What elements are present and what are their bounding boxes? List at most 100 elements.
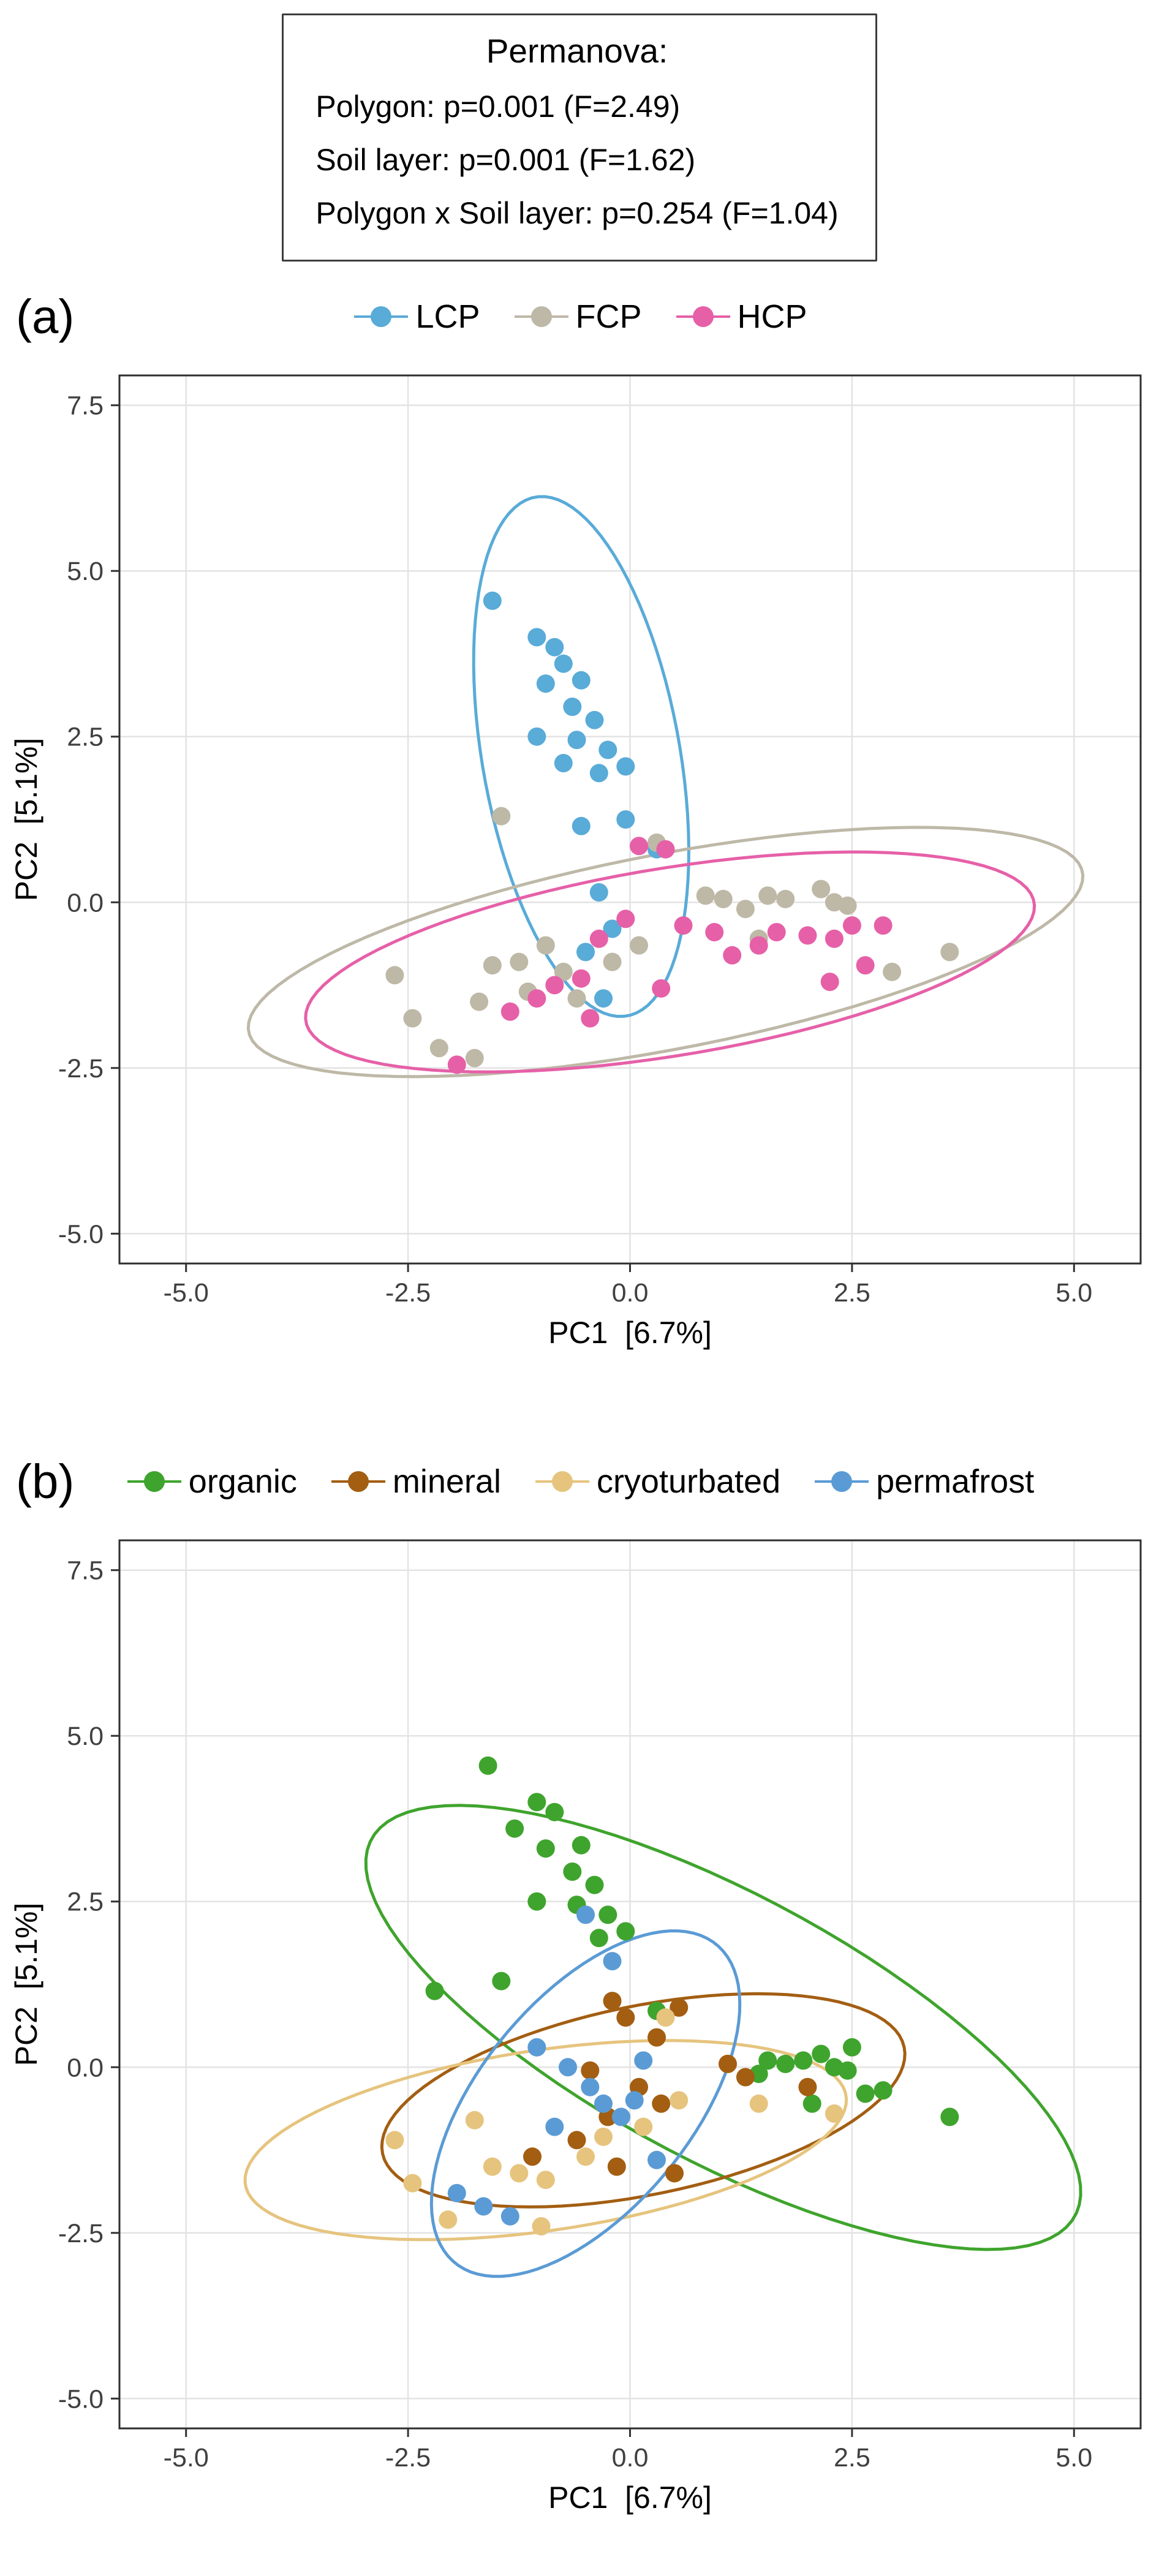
data-point-permafrost xyxy=(545,2117,564,2136)
legend-item-lcp: LCP xyxy=(352,298,480,336)
data-point-lcp xyxy=(589,764,608,783)
data-point-fcp xyxy=(510,952,529,971)
data-point-fcp xyxy=(603,952,622,971)
legend-item-permafrost: permafrost xyxy=(812,1463,1034,1501)
data-point-mineral xyxy=(616,2008,635,2027)
y-tick-label: 2.5 xyxy=(67,723,104,752)
y-tick-label: 0.0 xyxy=(67,2053,104,2082)
data-point-organic xyxy=(425,1981,444,2000)
legend-label-permafrost: permafrost xyxy=(876,1463,1035,1500)
data-point-hcp xyxy=(674,916,693,935)
y-tick-label: -5.0 xyxy=(58,2384,104,2414)
data-point-organic xyxy=(585,1875,604,1894)
data-point-permafrost xyxy=(527,2038,546,2057)
data-point-organic xyxy=(527,1793,546,1812)
data-point-organic xyxy=(758,2051,777,2070)
y-tick-label: -2.5 xyxy=(58,1054,104,1083)
data-point-fcp xyxy=(536,936,555,955)
data-point-cryoturbated xyxy=(403,2174,422,2193)
data-point-organic xyxy=(802,2094,821,2113)
confidence-ellipse-mineral xyxy=(380,1992,907,2209)
data-point-cryoturbated xyxy=(825,2104,844,2123)
data-point-lcp xyxy=(527,727,546,746)
data-point-mineral xyxy=(581,2061,600,2080)
data-point-hcp xyxy=(825,929,844,948)
data-point-hcp xyxy=(842,916,861,935)
data-point-lcp xyxy=(572,816,591,835)
data-point-hcp xyxy=(874,916,893,935)
data-point-hcp xyxy=(767,923,786,941)
data-point-permafrost xyxy=(581,2077,600,2096)
data-point-permafrost xyxy=(625,2091,644,2110)
data-point-organic xyxy=(505,1819,524,1838)
data-point-cryoturbated xyxy=(532,2217,551,2235)
data-point-lcp xyxy=(603,919,622,938)
data-point-organic xyxy=(812,2044,831,2063)
data-point-lcp xyxy=(616,757,635,776)
data-point-fcp xyxy=(483,956,502,975)
data-point-hcp xyxy=(798,926,817,945)
data-point-organic xyxy=(616,1922,635,1941)
permanova-line-interaction: Polygon x Soil layer: p=0.254 (F=1.04) xyxy=(315,196,839,230)
data-point-hcp xyxy=(723,946,742,965)
x-tick-label: 2.5 xyxy=(834,2443,870,2472)
panel-a-section: (a) LCP FCP HCP -5.0 -2.5 0.0 2.5 5.0 -5.0 -2.5 0… xyxy=(0,282,1159,1355)
confidence-ellipse-organic xyxy=(364,1804,1082,2251)
data-point-fcp xyxy=(630,936,648,955)
panel-a-label: (a) xyxy=(16,289,75,344)
data-point-mineral xyxy=(603,1992,622,2011)
panel-a-header: (a) LCP FCP HCP xyxy=(0,282,1159,351)
legend-key-icon-cryoturbated xyxy=(535,1471,589,1492)
panel-b-header: (b) organic mineral cryoturbated permafrost xyxy=(0,1447,1159,1516)
data-point-permafrost xyxy=(559,2058,577,2077)
data-point-hcp xyxy=(705,923,724,941)
data-point-permafrost xyxy=(576,1905,595,1924)
panel-a-legend: LCP FCP HCP xyxy=(352,298,807,336)
data-point-fcp xyxy=(470,992,489,1011)
y-tick-label: 5.0 xyxy=(67,557,104,586)
data-point-organic xyxy=(478,1756,497,1775)
data-point-permafrost xyxy=(634,2051,653,2070)
data-point-fcp xyxy=(385,966,404,985)
data-point-organic xyxy=(492,1972,511,1990)
legend-item-mineral: mineral xyxy=(329,1463,501,1501)
data-point-cryoturbated xyxy=(634,2117,653,2136)
legend-item-organic: organic xyxy=(125,1463,297,1501)
legend-item-fcp: FCP xyxy=(512,298,642,336)
data-point-cryoturbated xyxy=(594,2127,613,2146)
data-point-permafrost xyxy=(474,2197,493,2216)
data-point-lcp xyxy=(616,810,635,829)
data-point-lcp xyxy=(585,710,604,729)
data-point-mineral xyxy=(719,2054,737,2073)
data-point-mineral xyxy=(647,2028,666,2047)
data-point-lcp xyxy=(567,731,586,750)
data-point-fcp xyxy=(465,1049,484,1068)
data-point-fcp xyxy=(838,896,857,915)
data-point-cryoturbated xyxy=(670,2091,689,2110)
data-point-hcp xyxy=(572,969,591,988)
legend-label-fcp: FCP xyxy=(575,298,642,335)
data-point-organic xyxy=(856,2084,875,2103)
data-point-organic xyxy=(940,2107,959,2126)
data-point-hcp xyxy=(500,1002,519,1021)
x-tick-label: -5.0 xyxy=(164,2443,209,2472)
permanova-box: Permanova: Polygon: p=0.001 (F=2.49) Soi… xyxy=(282,13,877,262)
data-point-organic xyxy=(598,1905,617,1924)
permanova-title: Permanova: xyxy=(486,32,668,70)
y-axis-title: PC2 [5.1%] xyxy=(9,738,43,902)
x-tick-label: -5.0 xyxy=(164,1278,209,1308)
data-point-cryoturbated xyxy=(656,2008,675,2027)
x-tick-label: 5.0 xyxy=(1055,2443,1092,2472)
data-point-fcp xyxy=(429,1039,448,1058)
data-point-organic xyxy=(794,2051,813,2070)
data-point-hcp xyxy=(581,1009,600,1028)
data-point-hcp xyxy=(656,840,675,859)
data-point-permafrost xyxy=(594,2094,613,2113)
data-point-fcp xyxy=(554,962,573,981)
data-point-mineral xyxy=(652,2094,671,2113)
y-tick-label: 0.0 xyxy=(67,888,104,917)
data-point-permafrost xyxy=(447,2183,466,2202)
x-axis-title: PC1 [6.7%] xyxy=(548,2480,712,2515)
y-axis-title: PC2 [5.1%] xyxy=(9,1903,43,2066)
